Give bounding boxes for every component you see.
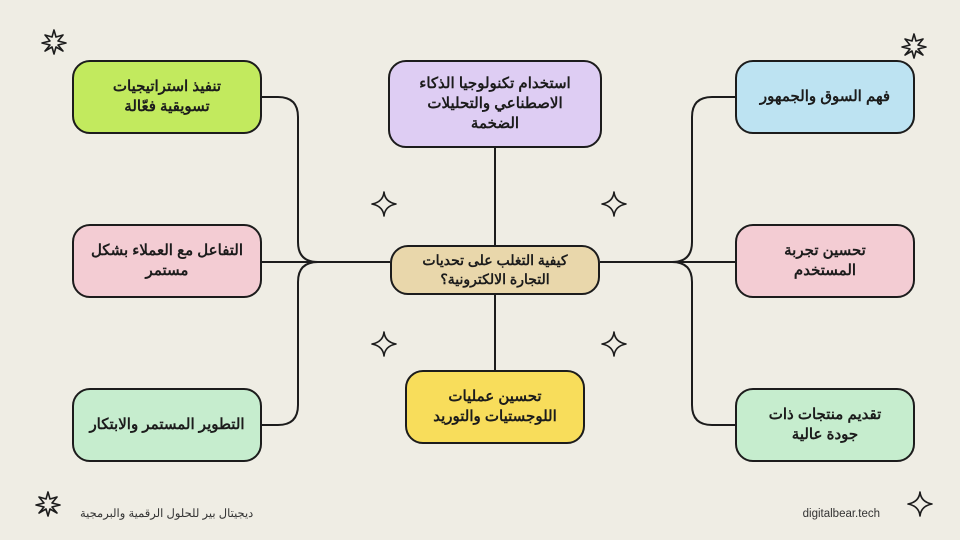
node-l2-label: التفاعل مع العملاء بشكل مستمر bbox=[88, 241, 246, 282]
node-top: استخدام تكنولوجيا الذكاء الاصطناعي والتح… bbox=[388, 60, 602, 148]
node-bottom: تحسين عمليات اللوجستيات والتوريد bbox=[405, 370, 585, 444]
node-r2: تحسين تجربة المستخدم bbox=[735, 224, 915, 298]
node-l1: تنفيذ استراتيجيات تسويقية فعّالة bbox=[72, 60, 262, 134]
node-bottom-label: تحسين عمليات اللوجستيات والتوريد bbox=[421, 387, 569, 428]
node-r1-label: فهم السوق والجمهور bbox=[760, 87, 890, 107]
footer-url: digitalbear.tech bbox=[803, 508, 880, 520]
center-node: كيفية التغلب على تحديات التجارة الالكترو… bbox=[390, 245, 600, 295]
node-l3-label: التطوير المستمر والابتكار bbox=[89, 415, 244, 435]
node-r1: فهم السوق والجمهور bbox=[735, 60, 915, 134]
center-node-label: كيفية التغلب على تحديات التجارة الالكترو… bbox=[406, 251, 584, 289]
star-icon bbox=[900, 32, 928, 60]
node-l1-label: تنفيذ استراتيجيات تسويقية فعّالة bbox=[88, 77, 246, 118]
star-icon bbox=[34, 490, 62, 518]
diamond-icon bbox=[600, 190, 628, 218]
diamond-icon bbox=[370, 190, 398, 218]
node-l2: التفاعل مع العملاء بشكل مستمر bbox=[72, 224, 262, 298]
diamond-icon bbox=[370, 330, 398, 358]
mindmap-canvas: كيفية التغلب على تحديات التجارة الالكترو… bbox=[0, 0, 960, 540]
node-top-label: استخدام تكنولوجيا الذكاء الاصطناعي والتح… bbox=[404, 74, 586, 135]
node-l3: التطوير المستمر والابتكار bbox=[72, 388, 262, 462]
star-icon bbox=[40, 28, 68, 56]
node-r2-label: تحسين تجربة المستخدم bbox=[751, 241, 899, 282]
footer-brand: ديجيتال بير للحلول الرقمية والبرمجية bbox=[80, 506, 253, 520]
connector bbox=[600, 97, 735, 262]
connector bbox=[262, 97, 390, 262]
diamond-icon bbox=[906, 490, 934, 518]
node-r3-label: تقديم منتجات ذات جودة عالية bbox=[751, 405, 899, 446]
node-r3: تقديم منتجات ذات جودة عالية bbox=[735, 388, 915, 462]
diamond-icon bbox=[600, 330, 628, 358]
